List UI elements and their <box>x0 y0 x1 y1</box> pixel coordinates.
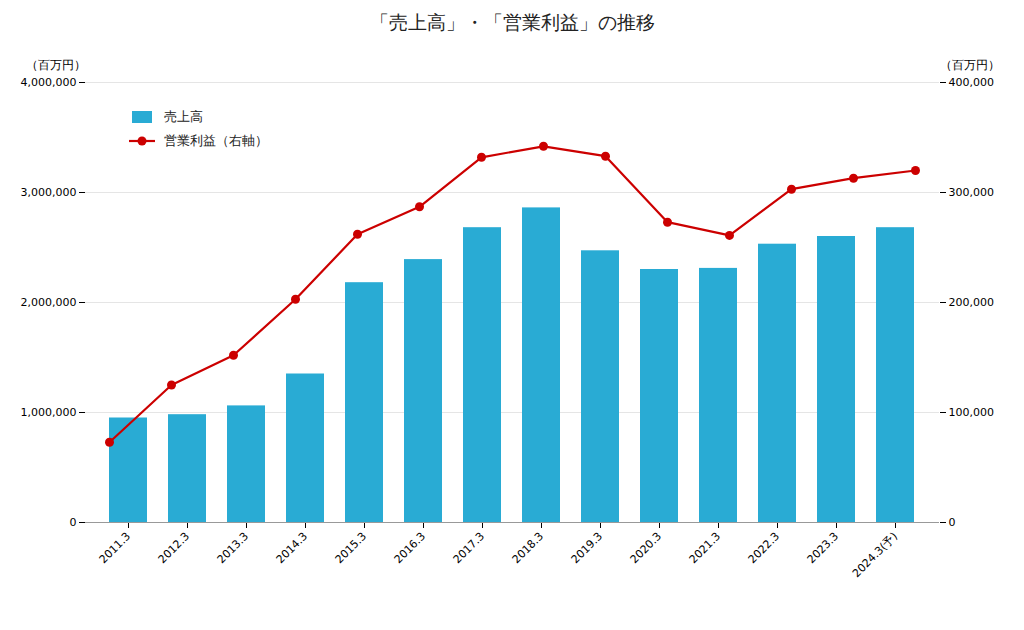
svg-text:（百万円）: （百万円） <box>26 58 86 72</box>
svg-text:2017.3: 2017.3 <box>451 530 487 566</box>
svg-text:2024.3(予): 2024.3(予) <box>850 530 900 580</box>
svg-text:2016.3: 2016.3 <box>392 530 428 566</box>
svg-text:2015.3: 2015.3 <box>333 530 369 566</box>
svg-text:2019.3: 2019.3 <box>569 530 605 566</box>
svg-text:4,000,000: 4,000,000 <box>21 76 77 89</box>
svg-text:200,000: 200,000 <box>949 296 995 309</box>
svg-text:1,000,000: 1,000,000 <box>21 406 77 419</box>
html-text:営業利益（右軸）: 営業利益（右軸） <box>163 133 268 149</box>
svg-text:2,000,000: 2,000,000 <box>21 296 77 309</box>
svg-text:2021.3: 2021.3 <box>687 530 723 566</box>
svg-text:2020.3: 2020.3 <box>628 530 664 566</box>
svg-text:2023.3: 2023.3 <box>805 530 841 566</box>
svg-text:2013.3: 2013.3 <box>215 530 251 566</box>
html-text:「売上高」・「営業利益」の推移: 「売上高」・「営業利益」の推移 <box>369 11 655 33</box>
svg-text:100,000: 100,000 <box>949 406 995 419</box>
svg-text:3,000,000: 3,000,000 <box>21 186 77 199</box>
svg-text:300,000: 300,000 <box>949 186 995 199</box>
svg-text:2012.3: 2012.3 <box>156 530 192 566</box>
svg-text:2011.3: 2011.3 <box>97 530 133 566</box>
svg-text:0: 0 <box>70 516 77 529</box>
svg-text:2022.3: 2022.3 <box>746 530 782 566</box>
svg-text:0: 0 <box>949 516 956 529</box>
svg-text:2014.3: 2014.3 <box>274 530 310 566</box>
svg-text:400,000: 400,000 <box>949 76 995 89</box>
svg-text:2018.3: 2018.3 <box>510 530 546 566</box>
svg-text:（百万円）: （百万円） <box>940 58 1000 72</box>
html-text:売上高: 売上高 <box>163 109 203 125</box>
